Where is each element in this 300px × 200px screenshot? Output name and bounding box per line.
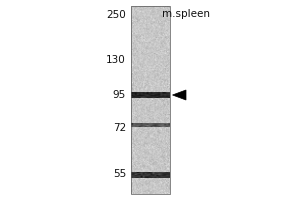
- Polygon shape: [172, 90, 186, 100]
- Bar: [130, 6, 170, 194]
- Text: 95: 95: [113, 90, 126, 100]
- Text: 250: 250: [106, 10, 126, 20]
- Text: m.spleen: m.spleen: [162, 9, 210, 19]
- Text: 130: 130: [106, 55, 126, 65]
- Text: 55: 55: [113, 169, 126, 179]
- Text: 72: 72: [113, 123, 126, 133]
